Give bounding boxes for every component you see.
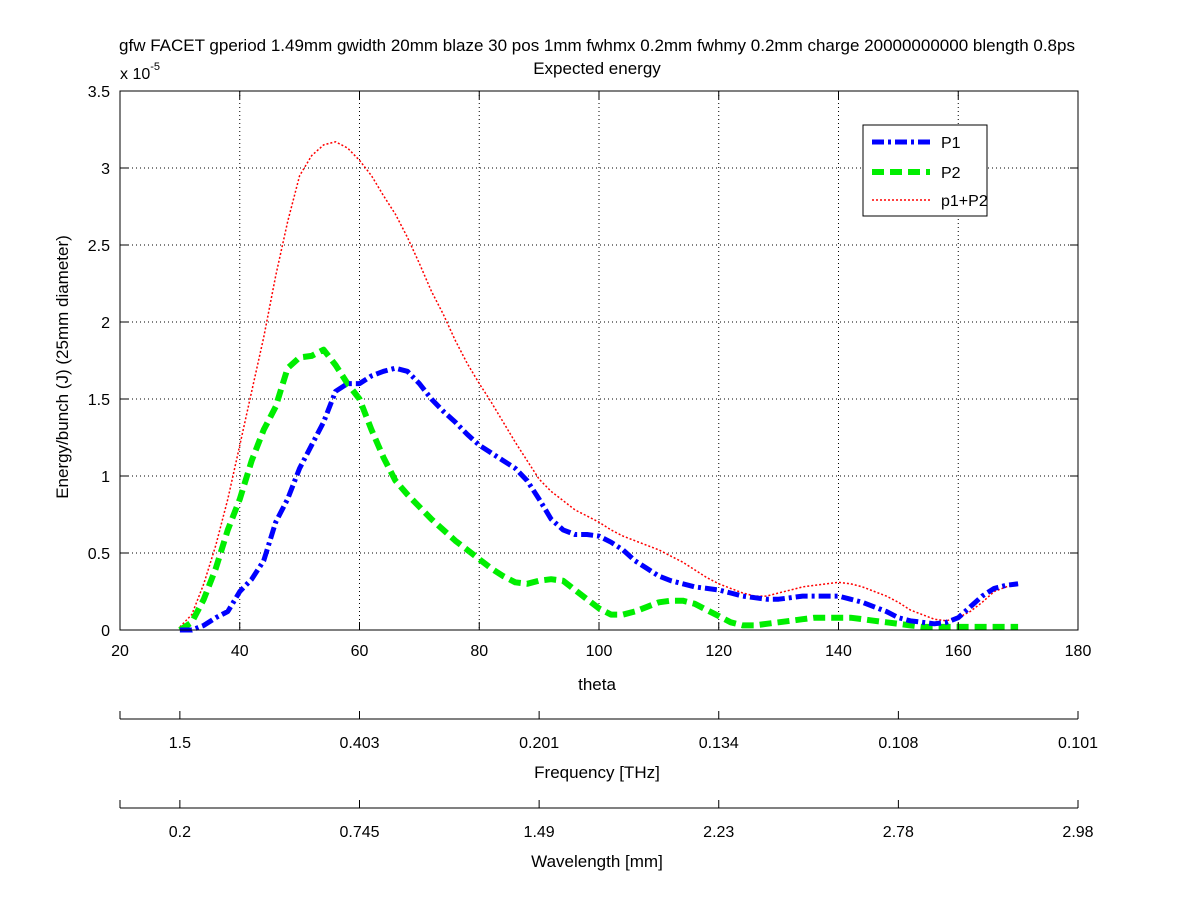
- secondary-axis-tick-label: 0.108: [878, 735, 918, 752]
- y-tick-label: 0: [101, 623, 110, 640]
- series-p2: [178, 346, 1019, 633]
- frequency-axis: 1.5 0.403 0.201 0.134 0.108 0.101: [119, 711, 1098, 752]
- x-tick-label: 120: [705, 643, 732, 660]
- y-tick-label: 2.5: [88, 238, 110, 255]
- x-tick-label: 80: [470, 643, 488, 660]
- x-tick-label: 40: [231, 643, 249, 660]
- y-tick-label: 0.5: [88, 546, 110, 563]
- y-tick-label: 1.5: [88, 392, 110, 409]
- x-tick-label: 100: [586, 643, 613, 660]
- frequency-axis-label: Frequency [THz]: [534, 763, 660, 782]
- axis-ticks: [119, 90, 1079, 631]
- secondary-axis-tick-label: 2.23: [703, 824, 734, 841]
- chart-title-line2: Expected energy: [533, 59, 661, 78]
- x-tick-label: 60: [351, 643, 369, 660]
- y-tick-label: 2: [101, 315, 110, 332]
- chart-title-line1: gfw FACET gperiod 1.49mm gwidth 20mm bla…: [119, 36, 1075, 55]
- legend: P1 P2 p1+P2: [862, 124, 988, 217]
- y-multiplier-base: x 10: [120, 66, 150, 83]
- wavelength-axis-label: Wavelength [mm]: [531, 852, 663, 871]
- secondary-axis-tick-label: 1.5: [169, 735, 191, 752]
- x-tick-label: 140: [825, 643, 852, 660]
- series-p1: [179, 365, 1019, 633]
- y-multiplier-exp: -5: [150, 61, 160, 73]
- legend-label-p1: P1: [941, 135, 961, 152]
- x-tick-labels: 20 40 60 80 100 120 140 160 180: [111, 643, 1091, 660]
- x-tick-label: 20: [111, 643, 129, 660]
- y-tick-labels: 0 0.5 1 1.5 2 2.5 3 3.5: [88, 84, 110, 640]
- secondary-axis-tick-label: 0.2: [169, 824, 191, 841]
- y-tick-label: 1: [101, 469, 110, 486]
- y-tick-label: 3.5: [88, 84, 110, 101]
- secondary-axis-tick-label: 2.98: [1062, 824, 1093, 841]
- x-tick-label: 180: [1065, 643, 1092, 660]
- legend-label-p1-plus-p2: p1+P2: [941, 193, 988, 210]
- plot-series: [178, 141, 1019, 633]
- x-tick-label: 160: [945, 643, 972, 660]
- secondary-axis-tick-label: 0.201: [519, 735, 559, 752]
- secondary-axis-tick-label: 1.49: [524, 824, 555, 841]
- series-p1-plus-p2: [179, 141, 1019, 628]
- secondary-axis-tick-label: 0.134: [699, 735, 739, 752]
- secondary-axis-tick-label: 2.78: [883, 824, 914, 841]
- wavelength-axis: 0.2 0.745 1.49 2.23 2.78 2.98: [119, 800, 1094, 841]
- y-multiplier: x 10-5: [120, 61, 160, 83]
- secondary-axis-tick-label: 0.745: [339, 824, 379, 841]
- secondary-axis-tick-label: 0.403: [339, 735, 379, 752]
- y-axis-label: Energy/bunch (J) (25mm diameter): [53, 235, 72, 499]
- secondary-axis-tick-label: 0.101: [1058, 735, 1098, 752]
- x-axis-label: theta: [578, 675, 616, 694]
- legend-label-p2: P2: [941, 165, 961, 182]
- y-tick-label: 3: [101, 161, 110, 178]
